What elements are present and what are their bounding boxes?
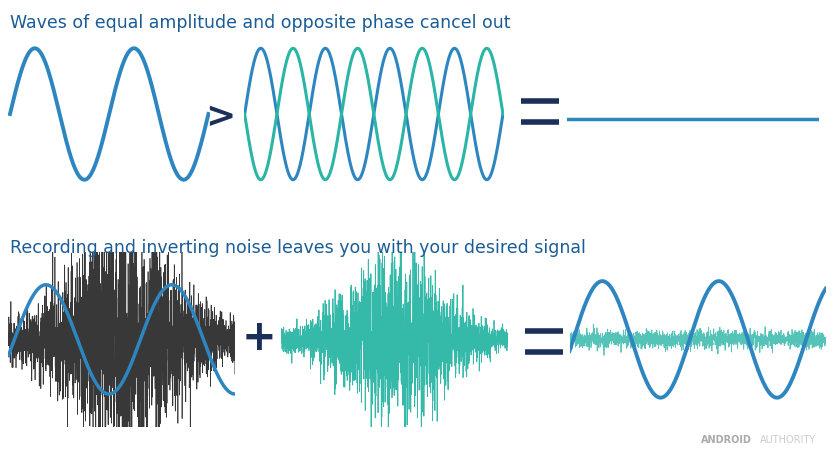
Text: Recording and inverting noise leaves you with your desired signal: Recording and inverting noise leaves you… bbox=[10, 239, 586, 257]
Text: ANDROID: ANDROID bbox=[701, 434, 753, 444]
Text: Waves of equal amplitude and opposite phase cancel out: Waves of equal amplitude and opposite ph… bbox=[10, 14, 511, 32]
Text: +: + bbox=[241, 316, 276, 358]
Text: >: > bbox=[205, 100, 235, 134]
Text: AUTHORITY: AUTHORITY bbox=[760, 434, 816, 444]
